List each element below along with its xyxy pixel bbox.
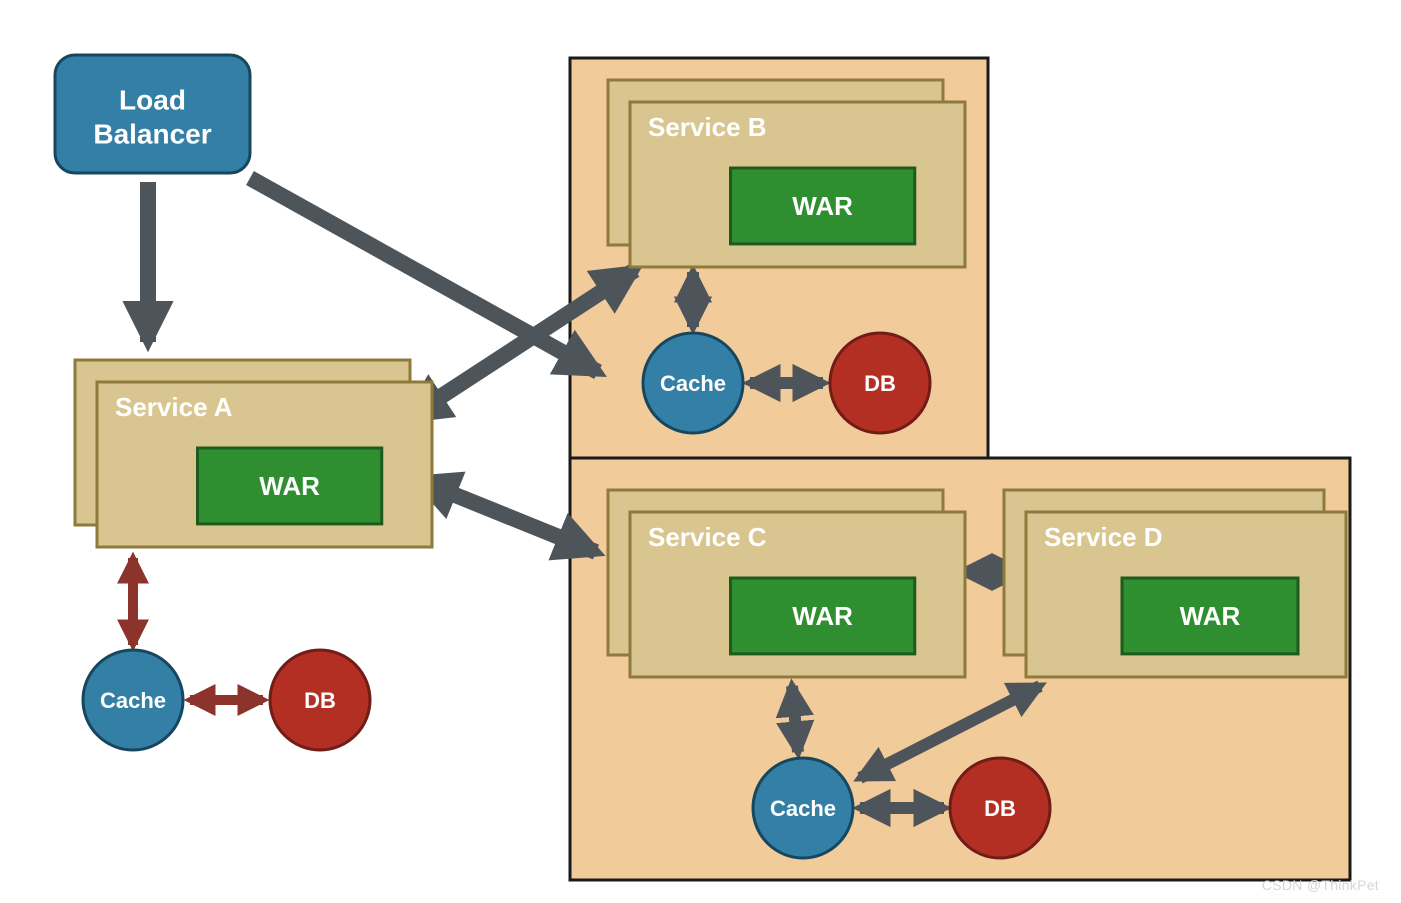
db-a-label: DB [304, 688, 336, 713]
arrow-c-to-cache [792, 686, 798, 752]
service-a: Service A WAR [75, 360, 432, 547]
db-b: DB [830, 333, 930, 433]
cache-a: Cache [83, 650, 183, 750]
cache-a-label: Cache [100, 688, 166, 713]
load-balancer: LoadBalancer [55, 55, 250, 173]
cache-cd-label: Cache [770, 796, 836, 821]
service-b: Service B WAR [608, 80, 965, 267]
db-cd: DB [950, 758, 1050, 858]
service-c-label: Service C [648, 522, 767, 552]
service-a-war-label: WAR [259, 471, 320, 501]
cache-b: Cache [643, 333, 743, 433]
cache-b-label: Cache [660, 371, 726, 396]
service-a-label: Service A [115, 392, 233, 422]
arrow-lb-to-b [250, 178, 598, 372]
service-c-war-label: WAR [792, 601, 853, 631]
architecture-diagram: LoadBalancerService AWARService BWARServ… [0, 0, 1401, 903]
db-cd-label: DB [984, 796, 1016, 821]
db-b-label: DB [864, 371, 896, 396]
service-b-label: Service B [648, 112, 767, 142]
watermark-text: CSDN @ThinkPet [1262, 877, 1379, 893]
load-balancer-label-2: Balancer [93, 118, 211, 149]
db-a: DB [270, 650, 370, 750]
cache-cd: Cache [753, 758, 853, 858]
service-b-war-label: WAR [792, 191, 853, 221]
service-d-label: Service D [1044, 522, 1163, 552]
load-balancer-label-1: Load [119, 84, 186, 115]
service-d: Service D WAR [1004, 490, 1346, 677]
service-c: Service C WAR [608, 490, 965, 677]
service-d-war-label: WAR [1180, 601, 1241, 631]
